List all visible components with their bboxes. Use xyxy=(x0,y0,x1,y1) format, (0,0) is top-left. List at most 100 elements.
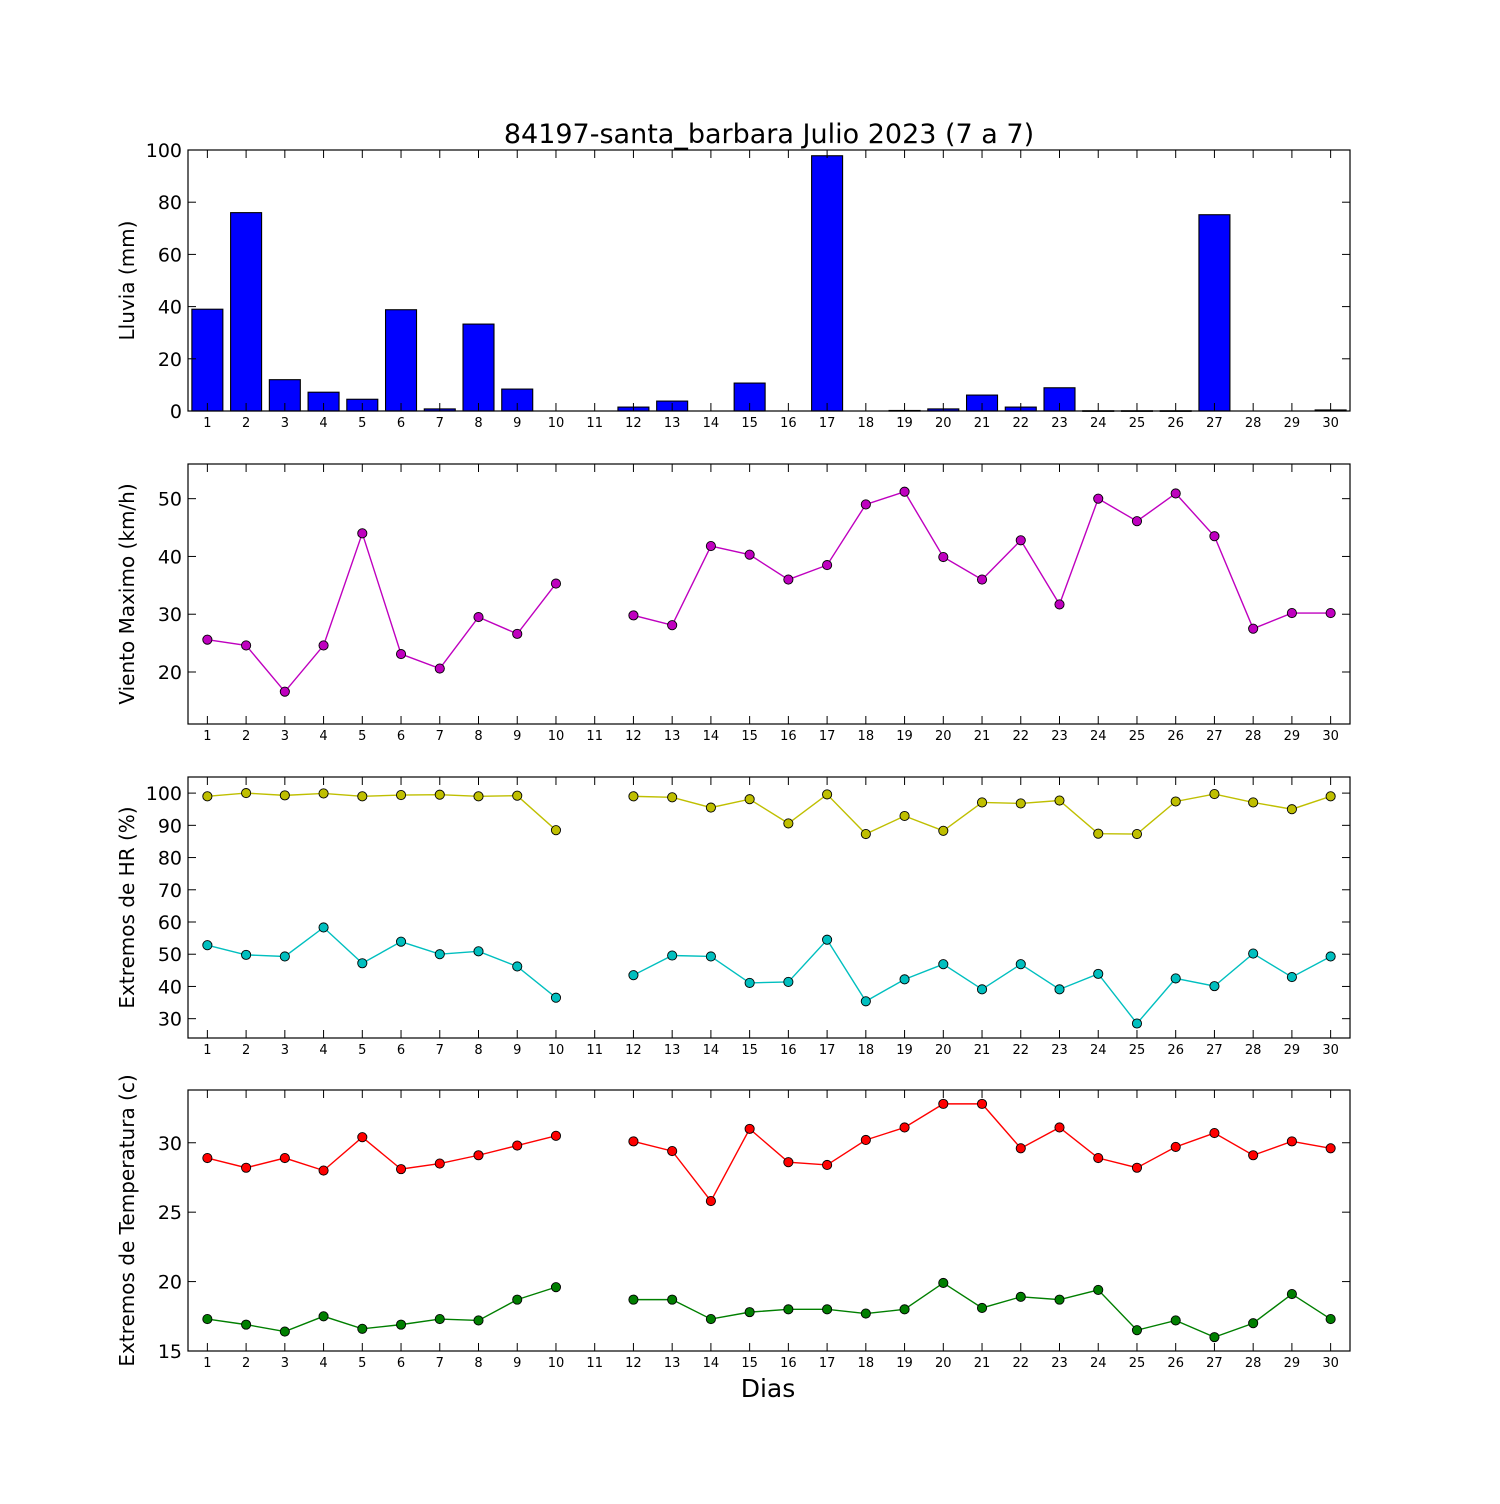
x-tick-label: 7 xyxy=(436,729,444,744)
x-tick-label: 20 xyxy=(935,1356,952,1371)
data-point-day-17 xyxy=(822,1159,833,1171)
data-point-day-14 xyxy=(705,951,716,962)
data-point-day-3 xyxy=(279,686,290,697)
y-tick-label: 50 xyxy=(158,489,182,511)
data-point-day-4 xyxy=(318,1311,329,1322)
x-tick-label: 6 xyxy=(397,1043,405,1058)
x-tick-label: 29 xyxy=(1284,1356,1301,1371)
x-tick-label: 5 xyxy=(358,416,366,431)
x-tick-label: 26 xyxy=(1167,1043,1184,1058)
data-point-day-12 xyxy=(628,791,639,802)
x-tick-label: 15 xyxy=(741,1356,758,1371)
x-tick-label: 11 xyxy=(586,1043,603,1058)
x-tick-label: 11 xyxy=(586,416,603,431)
data-point-day-1 xyxy=(202,791,213,802)
series-line-4-2 xyxy=(207,1286,557,1333)
data-point-day-25 xyxy=(1131,516,1143,527)
x-tick-label: 14 xyxy=(703,1043,720,1058)
x-tick-label: 2 xyxy=(242,1043,250,1058)
series-line-3-2 xyxy=(207,926,557,999)
data-point-day-24 xyxy=(1093,493,1104,504)
x-tick-label: 2 xyxy=(242,416,250,431)
data-point-day-4 xyxy=(318,1165,329,1176)
data-point-day-1 xyxy=(202,634,213,645)
data-point-day-15 xyxy=(744,1307,755,1318)
series-line-4-1 xyxy=(207,1135,557,1172)
x-tick-label: 7 xyxy=(436,1356,444,1371)
x-tick-label: 8 xyxy=(474,416,482,431)
data-point-day-28 xyxy=(1248,797,1259,808)
x-tick-label: 9 xyxy=(513,416,521,431)
data-point-day-12 xyxy=(628,610,639,621)
series-line-3-2 xyxy=(633,938,1331,1025)
data-point-day-26 xyxy=(1170,1141,1181,1152)
x-tick-label: 22 xyxy=(1012,729,1029,744)
data-point-day-21 xyxy=(976,574,988,585)
x-tick-label: 23 xyxy=(1051,729,1068,744)
data-point-day-8 xyxy=(473,791,484,802)
data-point-day-19 xyxy=(899,486,910,497)
data-point-day-20 xyxy=(938,1098,949,1109)
x-tick-label: 16 xyxy=(780,416,797,431)
data-point-day-15 xyxy=(744,1123,755,1134)
x-tick-label: 19 xyxy=(896,1356,913,1371)
data-point-day-16 xyxy=(783,976,794,987)
data-point-day-28 xyxy=(1248,1150,1259,1161)
data-point-day-3 xyxy=(279,790,290,801)
x-tick-label: 20 xyxy=(935,729,952,744)
data-point-day-19 xyxy=(899,810,910,822)
data-point-day-9 xyxy=(512,1140,523,1151)
x-tick-label: 19 xyxy=(896,729,913,744)
x-tick-label: 13 xyxy=(664,1043,681,1058)
data-point-day-30 xyxy=(1325,951,1336,962)
data-point-day-12 xyxy=(628,1136,639,1147)
y-tick-label: 80 xyxy=(158,192,182,214)
bar-day-2 xyxy=(230,212,263,412)
data-point-day-8 xyxy=(473,612,484,623)
data-point-day-22 xyxy=(1015,1291,1026,1302)
x-tick-label: 9 xyxy=(513,1356,521,1371)
data-point-day-10 xyxy=(550,1282,562,1293)
x-tick-label: 14 xyxy=(703,1356,720,1371)
data-point-day-24 xyxy=(1093,1284,1104,1295)
y-tick-label: 90 xyxy=(158,815,182,837)
data-point-day-28 xyxy=(1248,1318,1259,1329)
x-tick-label: 27 xyxy=(1206,1043,1223,1058)
series-line-3-1 xyxy=(207,792,557,831)
data-point-day-5 xyxy=(357,958,368,969)
data-point-day-30 xyxy=(1325,791,1336,802)
data-point-day-17 xyxy=(822,560,833,571)
x-tick-label: 20 xyxy=(935,416,952,431)
data-point-day-20 xyxy=(938,825,949,836)
data-point-day-1 xyxy=(202,940,213,951)
data-point-day-4 xyxy=(318,922,329,933)
data-point-day-29 xyxy=(1286,972,1297,983)
y-axis-label-4: Extremos de Temperatura (c) xyxy=(115,1074,139,1366)
x-tick-label: 24 xyxy=(1090,1043,1107,1058)
plot-frame-3 xyxy=(187,776,1351,1039)
x-tick-label: 27 xyxy=(1206,416,1223,431)
data-point-day-21 xyxy=(976,1302,988,1314)
data-point-day-29 xyxy=(1286,1136,1297,1147)
x-tick-label: 16 xyxy=(780,1043,797,1058)
data-point-day-18 xyxy=(860,828,871,840)
data-point-day-6 xyxy=(395,649,407,660)
y-tick-label: 25 xyxy=(158,1202,182,1224)
x-tick-label: 12 xyxy=(625,416,642,431)
data-point-day-9 xyxy=(512,1294,523,1305)
data-point-day-5 xyxy=(357,1323,368,1334)
data-point-day-23 xyxy=(1054,795,1065,806)
x-tick-label: 18 xyxy=(858,1356,875,1371)
data-point-day-30 xyxy=(1325,1314,1336,1325)
x-tick-label: 12 xyxy=(625,729,642,744)
data-point-day-27 xyxy=(1209,789,1220,800)
data-point-day-2 xyxy=(241,1162,252,1173)
data-point-day-26 xyxy=(1170,488,1181,499)
y-tick-label: 30 xyxy=(158,604,182,626)
data-point-day-12 xyxy=(628,970,639,981)
data-point-day-9 xyxy=(512,790,523,801)
x-tick-label: 3 xyxy=(281,1043,289,1058)
data-point-day-16 xyxy=(783,818,794,829)
data-point-day-26 xyxy=(1170,973,1181,984)
x-tick-label: 17 xyxy=(819,416,836,431)
